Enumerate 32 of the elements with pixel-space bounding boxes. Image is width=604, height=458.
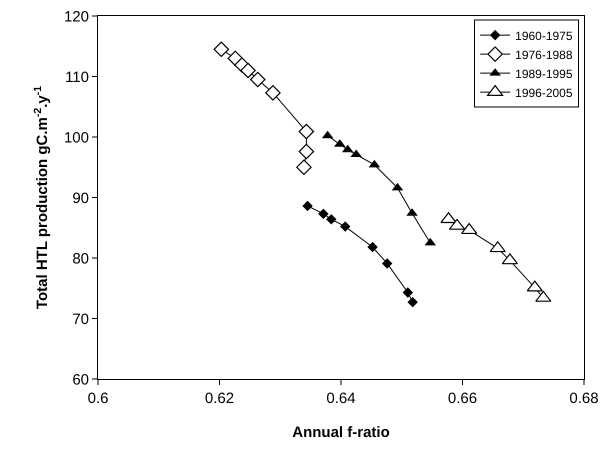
- point: [298, 124, 314, 140]
- y-tick-label: 100: [64, 129, 89, 146]
- y-tick-label: 60: [72, 371, 89, 388]
- point: [298, 144, 314, 160]
- y-tick-label: 120: [64, 8, 89, 26]
- point: [296, 160, 312, 175]
- x-axis-title: Annual f-ratio: [292, 424, 390, 441]
- x-tick-label: 0.64: [326, 390, 356, 407]
- y-tick-label: 90: [72, 190, 89, 207]
- legend-label: 1976-1988: [515, 48, 573, 62]
- y-tick-label: 110: [65, 68, 89, 86]
- x-tick-label: 0.62: [204, 390, 234, 407]
- point: [367, 242, 378, 252]
- point: [265, 85, 281, 101]
- point: [214, 42, 230, 58]
- x-tick-label: 0.6: [88, 390, 108, 407]
- point: [382, 258, 392, 269]
- point: [326, 214, 336, 224]
- x-tick-label: 0.68: [569, 390, 599, 407]
- point: [318, 208, 329, 220]
- point: [407, 296, 418, 308]
- point: [340, 221, 350, 232]
- x-tick-label: 0.66: [448, 390, 478, 407]
- y-tick-label: 80: [72, 250, 89, 268]
- legend-label: 1960-1975: [515, 28, 573, 43]
- point: [250, 72, 266, 88]
- legend-label: 1996-2005: [515, 86, 573, 100]
- y-tick-label: 70: [72, 310, 89, 328]
- point: [302, 200, 313, 212]
- point: [240, 62, 256, 78]
- legend-label: 1989-1995: [515, 66, 573, 81]
- point: [402, 287, 414, 298]
